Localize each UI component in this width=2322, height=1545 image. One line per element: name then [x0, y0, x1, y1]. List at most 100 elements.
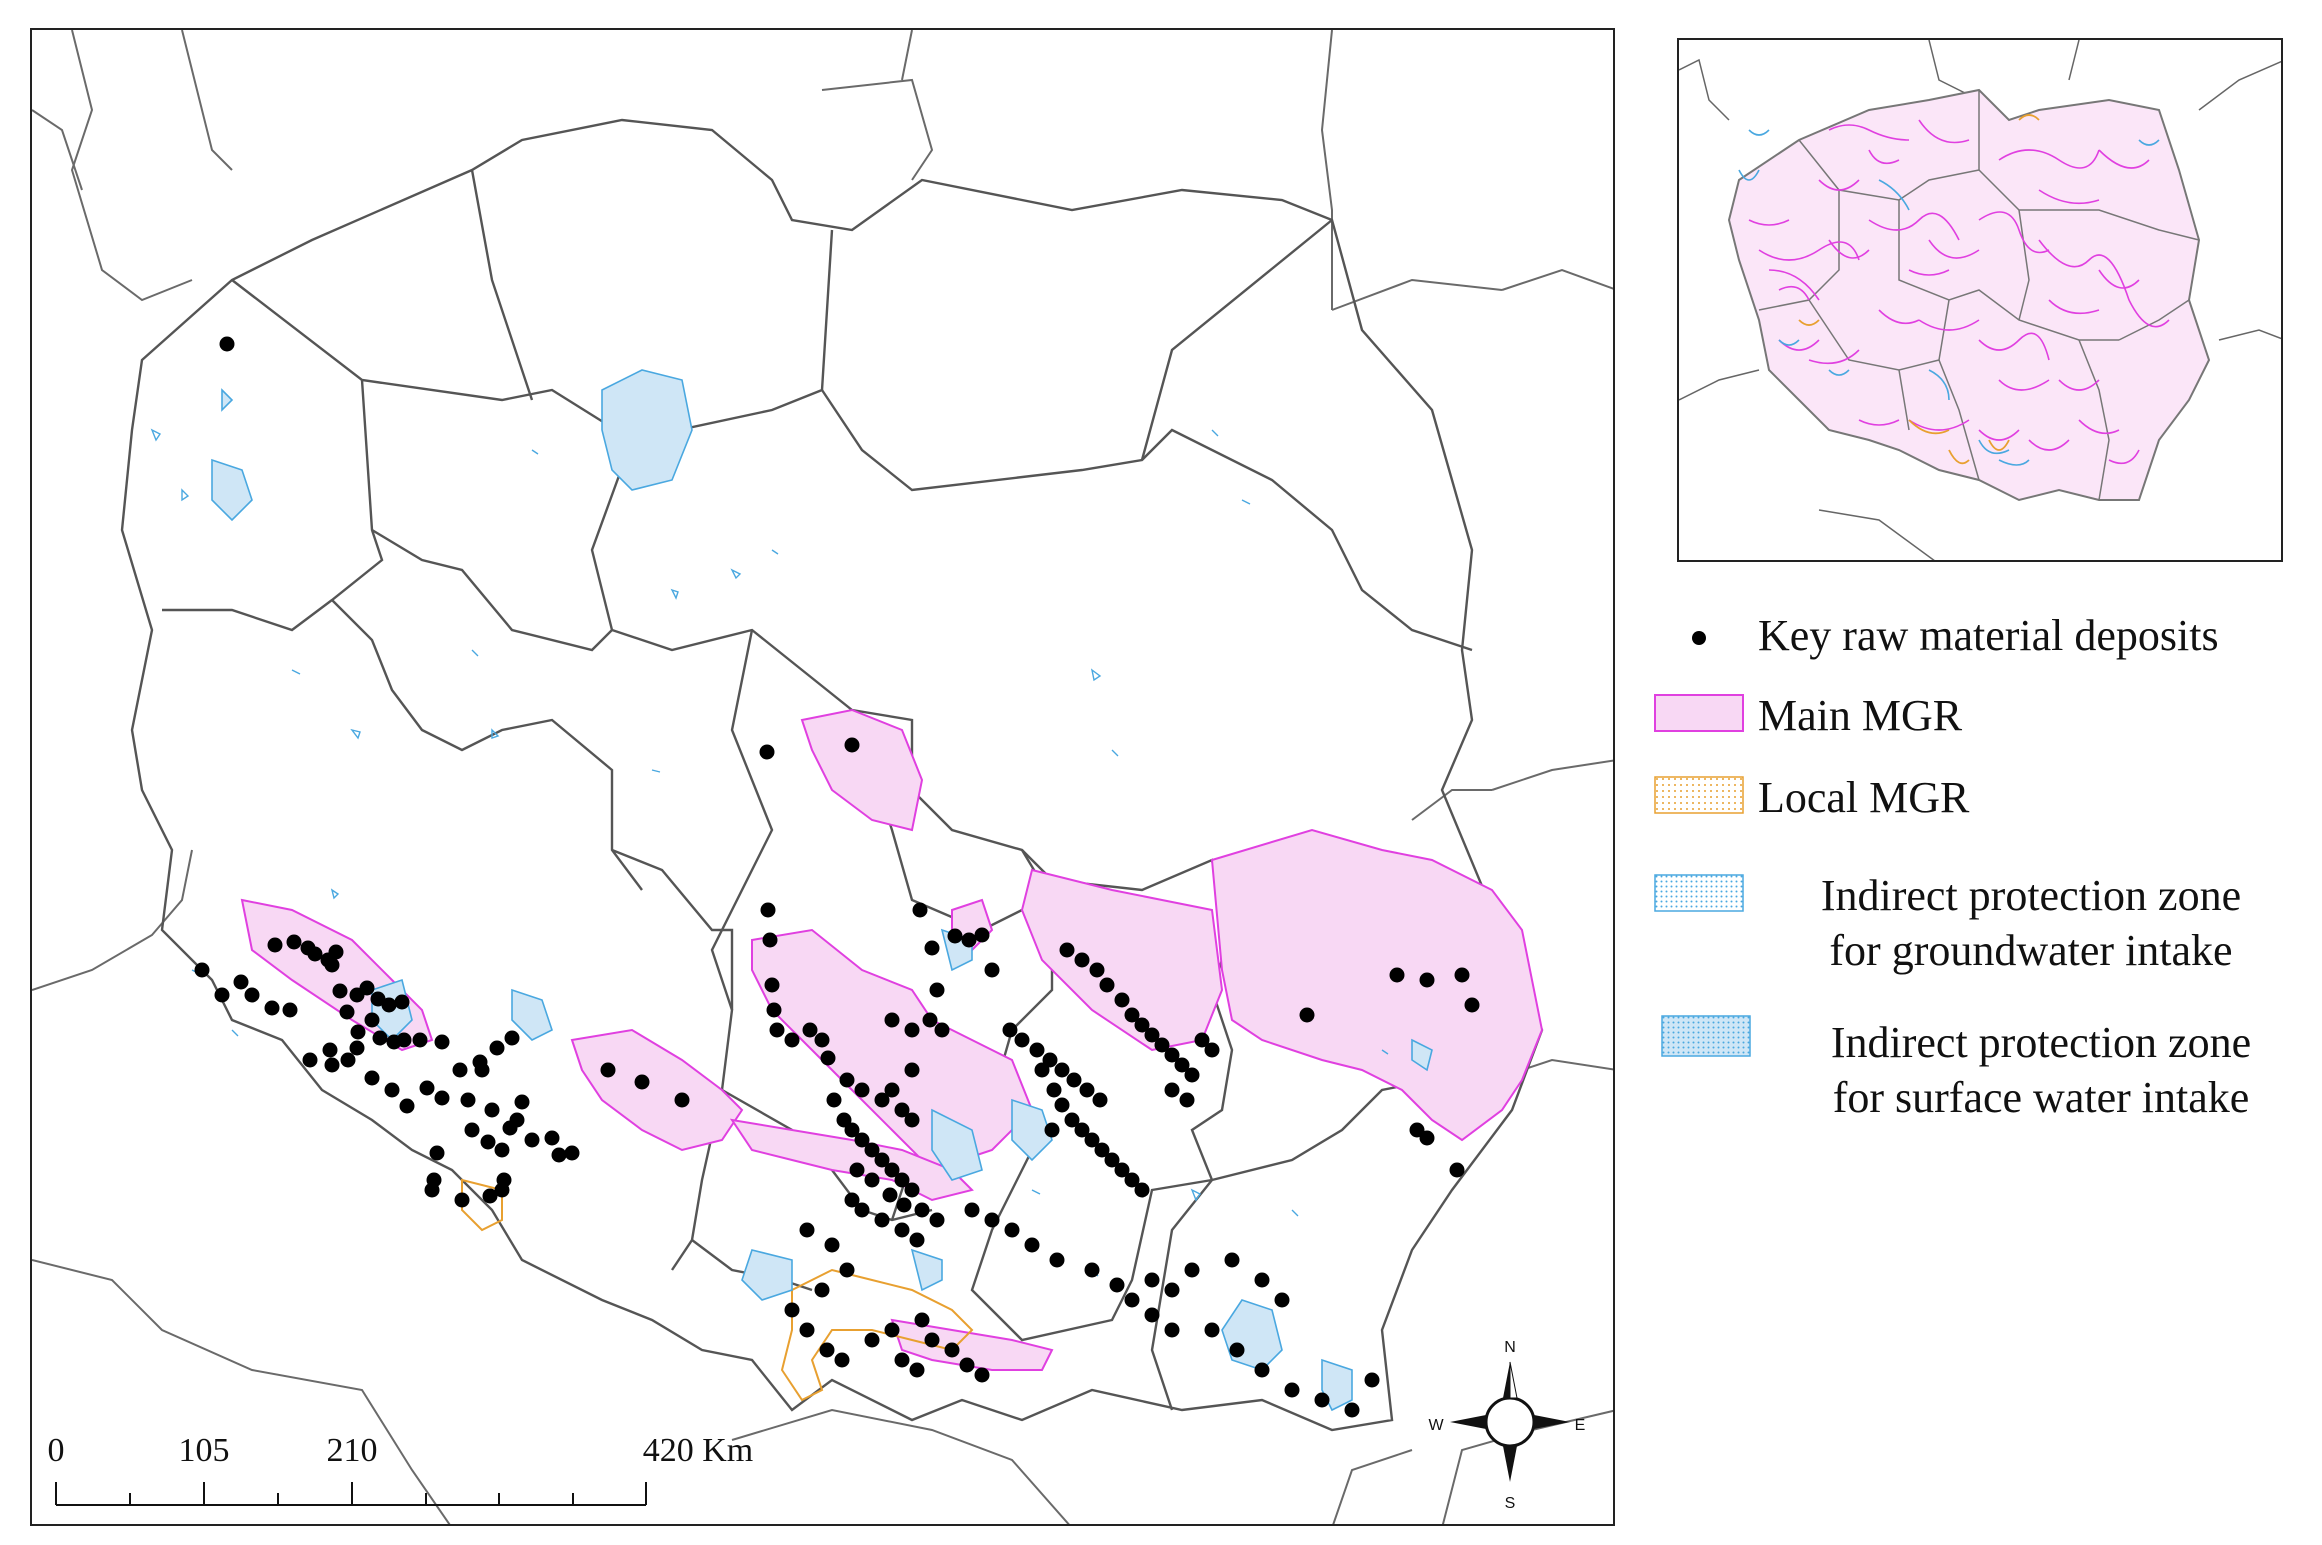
neighbour-borders [32, 30, 1613, 1524]
legend-groundwater-zone: Indirect protection zone for groundwater… [1645, 868, 2322, 988]
deposit-point [1254, 1362, 1270, 1378]
deposit-point [1089, 962, 1105, 978]
deposit-point [864, 1332, 880, 1348]
inset-local-mgr [1798, 114, 2040, 465]
deposit-point [1164, 1322, 1180, 1338]
deposit-point [814, 1032, 830, 1048]
deposit-point [974, 927, 990, 943]
deposit-point [460, 1092, 476, 1108]
deposit-point [904, 1062, 920, 1078]
deposit-point [381, 997, 397, 1013]
deposit-point [884, 1162, 900, 1178]
deposit-point [896, 1197, 912, 1213]
deposit-point [1224, 1252, 1240, 1268]
deposit-point [1344, 1402, 1360, 1418]
deposit-point [489, 1040, 505, 1056]
deposit-point [864, 1142, 880, 1158]
deposit-point [1419, 1130, 1435, 1146]
deposit-point [1094, 1142, 1110, 1158]
deposit-point [1204, 1322, 1220, 1338]
deposit-point [766, 1002, 782, 1018]
deposit-point [219, 336, 235, 352]
deposit-point [914, 1312, 930, 1328]
deposit-point [524, 1132, 540, 1148]
deposit-point [924, 1332, 940, 1348]
deposit-point [1314, 1392, 1330, 1408]
deposit-point [929, 982, 945, 998]
deposit-point [1109, 1277, 1125, 1293]
deposit-point [324, 957, 340, 973]
deposit-point [1054, 1062, 1070, 1078]
deposit-point [1024, 1237, 1040, 1253]
deposit-point [909, 1362, 925, 1378]
deposit-point [884, 1082, 900, 1098]
deposit-point [1449, 1162, 1465, 1178]
deposit-point [307, 946, 323, 962]
deposit-point [924, 940, 940, 956]
legend-deposits-label: Key raw material deposits [1758, 611, 2219, 660]
deposit-point [1299, 1007, 1315, 1023]
deposit-point [302, 1052, 318, 1068]
deposit-point [370, 991, 386, 1007]
deposit-point [244, 987, 260, 1003]
deposit-point [1389, 967, 1405, 983]
deposit-point [974, 1367, 990, 1383]
deposit-point [1064, 1112, 1080, 1128]
deposit-point [1144, 1027, 1160, 1043]
deposit-point [844, 737, 860, 753]
deposit-point [482, 1188, 498, 1204]
legend-surface-zone: Indirect protection zone for surface wat… [1645, 1015, 2322, 1135]
deposit-point [1044, 1122, 1060, 1138]
deposit-point [884, 1322, 900, 1338]
legend-deposits: Key raw material deposits [1645, 608, 2322, 668]
deposit-point [1114, 1162, 1130, 1178]
deposit-point [849, 1162, 865, 1178]
deposit-point [1099, 977, 1115, 993]
deposit-point [762, 932, 778, 948]
deposit-point [894, 1102, 910, 1118]
deposit-point [194, 962, 210, 978]
deposit-point [429, 1145, 445, 1161]
deposit-point [359, 980, 375, 996]
deposit-point [1144, 1307, 1160, 1323]
deposit-point [364, 1070, 380, 1086]
main-map-svg [32, 30, 1613, 1524]
deposit-dot-icon [1692, 631, 1706, 645]
deposit-point [1274, 1292, 1290, 1308]
compass-rose [1450, 1361, 1570, 1482]
compass-east-label: E [1574, 1417, 1586, 1434]
deposit-point [1144, 1272, 1160, 1288]
compass-west-label: W [1428, 1417, 1444, 1434]
scale-bar [55, 1482, 647, 1506]
deposit-point [759, 744, 775, 760]
deposit-point [922, 1012, 938, 1028]
deposit-point [1184, 1067, 1200, 1083]
deposit-point [434, 1034, 450, 1050]
deposit-point [1092, 1092, 1108, 1108]
deposit-point [328, 944, 344, 960]
deposit-point [1134, 1017, 1150, 1033]
deposit-point [1014, 1032, 1030, 1048]
deposit-point [509, 1112, 525, 1128]
deposit-point [384, 1082, 400, 1098]
deposit-point [233, 974, 249, 990]
deposit-point [784, 1032, 800, 1048]
water-protection-zones [211, 369, 1433, 1412]
main-mgr-swatch-icon [1654, 694, 1744, 732]
scale-label-0: 0 [47, 1432, 65, 1469]
deposit-point [464, 1122, 480, 1138]
deposit-point [874, 1152, 890, 1168]
deposit-point [1124, 1292, 1140, 1308]
deposit-point [1054, 1097, 1070, 1113]
deposit-point [551, 1147, 567, 1163]
deposit-point [264, 1000, 280, 1016]
deposit-point [826, 1092, 842, 1108]
deposit-point [282, 1002, 298, 1018]
legend-local-mgr: Local MGR [1645, 770, 2322, 830]
deposit-point [854, 1132, 870, 1148]
deposit-point [1204, 1042, 1220, 1058]
main-map: 0 105 210 420 Km N S E W [30, 28, 1615, 1526]
deposit-point [454, 1192, 470, 1208]
deposit-point [764, 977, 780, 993]
deposit-point [1124, 1172, 1140, 1188]
